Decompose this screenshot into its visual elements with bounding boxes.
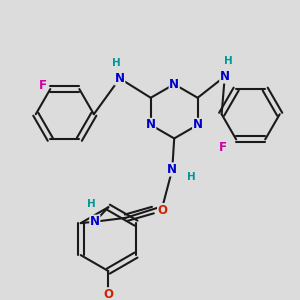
Text: H: H bbox=[224, 56, 233, 66]
Text: H: H bbox=[187, 172, 196, 182]
Text: N: N bbox=[167, 163, 177, 176]
Text: O: O bbox=[103, 288, 113, 300]
Text: H: H bbox=[112, 58, 120, 68]
Text: N: N bbox=[220, 70, 230, 83]
Text: N: N bbox=[146, 118, 156, 131]
Text: N: N bbox=[115, 72, 125, 85]
Text: O: O bbox=[158, 204, 168, 217]
Text: N: N bbox=[193, 118, 203, 131]
Text: H: H bbox=[87, 199, 95, 209]
Text: N: N bbox=[90, 215, 100, 228]
Text: F: F bbox=[38, 79, 46, 92]
Text: N: N bbox=[169, 78, 179, 91]
Text: F: F bbox=[219, 141, 226, 154]
